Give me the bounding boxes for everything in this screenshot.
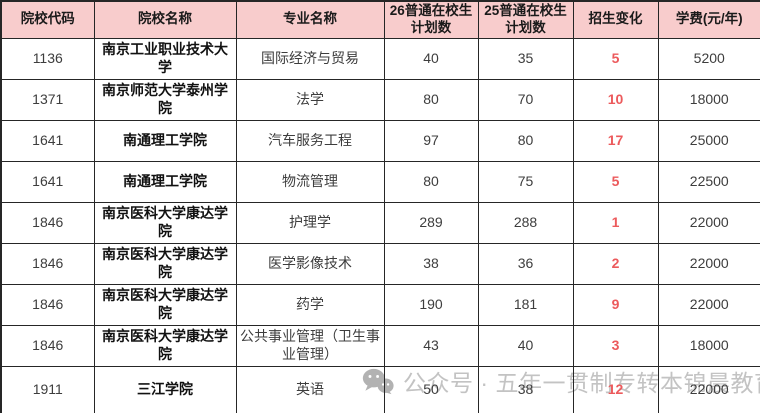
- cell-major: 公共事业管理（卫生事业管理）: [235, 324, 385, 367]
- cell-code: 1641: [0, 119, 95, 162]
- table-row: 1846 南京医科大学康达学院 药学 190 181 9 22000: [0, 283, 760, 326]
- cell-tuition: 18000: [657, 324, 760, 367]
- table-row: 1846 南京医科大学康达学院 护理学 289 288 1 22000: [0, 201, 760, 244]
- cell-change: 2: [572, 242, 659, 285]
- header-major-name: 专业名称: [235, 0, 385, 39]
- cell-tuition: 22500: [657, 160, 760, 203]
- header-change: 招生变化: [572, 0, 659, 39]
- cell-change: 10: [572, 78, 659, 121]
- table-row: 1911 三江学院 英语 50 38 12 22000: [0, 365, 760, 413]
- cell-tuition: 22000: [657, 242, 760, 285]
- cell-code: 1846: [0, 283, 95, 326]
- cell-school: 南京工业职业技术大学: [93, 37, 237, 80]
- cell-plan25: 181: [477, 283, 574, 326]
- cell-tuition: 5200: [657, 37, 760, 80]
- cell-change: 1: [572, 201, 659, 244]
- cell-plan26: 190: [383, 283, 479, 326]
- cell-school: 南京医科大学康达学院: [93, 324, 237, 367]
- cell-plan25: 75: [477, 160, 574, 203]
- cell-plan26: 97: [383, 119, 479, 162]
- cell-school: 南通理工学院: [93, 119, 237, 162]
- cell-plan26: 38: [383, 242, 479, 285]
- cell-major: 医学影像技术: [235, 242, 385, 285]
- cell-change: 9: [572, 283, 659, 326]
- cell-plan25: 35: [477, 37, 574, 80]
- header-college-code: 院校代码: [0, 0, 95, 39]
- table-row: 1641 南通理工学院 汽车服务工程 97 80 17 25000: [0, 119, 760, 162]
- header-tuition: 学费(元/年): [657, 0, 760, 39]
- cell-plan26: 50: [383, 365, 479, 413]
- cell-plan26: 80: [383, 160, 479, 203]
- cell-change: 5: [572, 37, 659, 80]
- cell-change: 17: [572, 119, 659, 162]
- cell-school: 三江学院: [93, 365, 237, 413]
- cell-plan25: 80: [477, 119, 574, 162]
- cell-change: 12: [572, 365, 659, 413]
- table-row: 1136 南京工业职业技术大学 国际经济与贸易 40 35 5 5200: [0, 37, 760, 80]
- cell-code: 1136: [0, 37, 95, 80]
- cell-code: 1846: [0, 201, 95, 244]
- cell-code: 1911: [0, 365, 95, 413]
- table-row: 1371 南京师范大学泰州学院 法学 80 70 10 18000: [0, 78, 760, 121]
- cell-plan26: 40: [383, 37, 479, 80]
- cell-major: 国际经济与贸易: [235, 37, 385, 80]
- cell-plan25: 288: [477, 201, 574, 244]
- header-plan-2026: 26普通在校生计划数: [383, 0, 479, 39]
- cell-code: 1371: [0, 78, 95, 121]
- cell-tuition: 22000: [657, 283, 760, 326]
- cell-major: 护理学: [235, 201, 385, 244]
- cell-code: 1846: [0, 242, 95, 285]
- table-row: 1641 南通理工学院 物流管理 80 75 5 22500: [0, 160, 760, 203]
- cell-major: 药学: [235, 283, 385, 326]
- header-college-name: 院校名称: [93, 0, 237, 39]
- cell-tuition: 18000: [657, 78, 760, 121]
- cell-school: 南京师范大学泰州学院: [93, 78, 237, 121]
- cell-major: 汽车服务工程: [235, 119, 385, 162]
- cell-change: 3: [572, 324, 659, 367]
- cell-major: 物流管理: [235, 160, 385, 203]
- cell-plan25: 36: [477, 242, 574, 285]
- cell-plan26: 43: [383, 324, 479, 367]
- cell-change: 5: [572, 160, 659, 203]
- cell-major: 法学: [235, 78, 385, 121]
- cell-school: 南京医科大学康达学院: [93, 201, 237, 244]
- cell-plan25: 40: [477, 324, 574, 367]
- cell-plan25: 70: [477, 78, 574, 121]
- cell-plan26: 289: [383, 201, 479, 244]
- cell-tuition: 22000: [657, 365, 760, 413]
- table-row: 1846 南京医科大学康达学院 公共事业管理（卫生事业管理） 43 40 3 1…: [0, 324, 760, 367]
- header-plan-2025: 25普通在校生计划数: [477, 0, 574, 39]
- table-row: 1846 南京医科大学康达学院 医学影像技术 38 36 2 22000: [0, 242, 760, 285]
- cell-plan26: 80: [383, 78, 479, 121]
- cell-plan25: 38: [477, 365, 574, 413]
- cell-school: 南通理工学院: [93, 160, 237, 203]
- cell-school: 南京医科大学康达学院: [93, 283, 237, 326]
- cell-tuition: 25000: [657, 119, 760, 162]
- cell-code: 1641: [0, 160, 95, 203]
- cell-school: 南京医科大学康达学院: [93, 242, 237, 285]
- cell-tuition: 22000: [657, 201, 760, 244]
- cell-major: 英语: [235, 365, 385, 413]
- header-row: 院校代码 院校名称 专业名称 26普通在校生计划数 25普通在校生计划数 招生变…: [0, 0, 760, 39]
- cell-code: 1846: [0, 324, 95, 367]
